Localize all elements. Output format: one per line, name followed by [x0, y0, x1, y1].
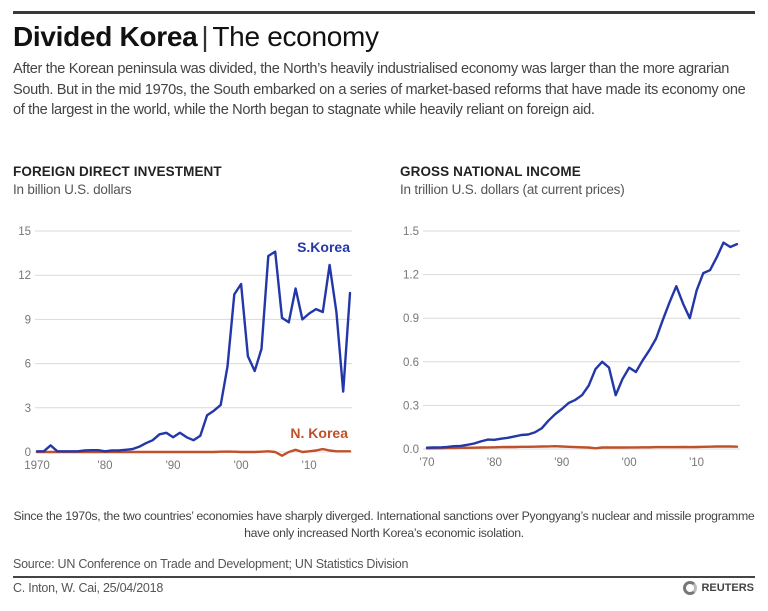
- fdi-chart-subtitle: In billion U.S. dollars: [13, 182, 132, 197]
- y-tick-label: 0.6: [403, 357, 419, 369]
- y-tick-label: 1.2: [403, 270, 419, 282]
- y-tick-label: 0.3: [403, 400, 419, 412]
- y-tick-label: 15: [18, 226, 31, 238]
- title-subtitle: The economy: [212, 21, 379, 52]
- intro-paragraph: After the Korean peninsula was divided, …: [13, 61, 746, 118]
- source-line: Source: UN Conference on Trade and Devel…: [13, 557, 409, 571]
- page-title: Divided Korea | The economy: [13, 20, 379, 54]
- y-tick-label: 3: [25, 403, 31, 415]
- x-tick-label: '80: [487, 457, 502, 469]
- north-korea-series-line: [35, 447, 352, 457]
- y-tick-label: 6: [25, 359, 31, 371]
- y-tick-label: 9: [25, 314, 31, 326]
- reuters-logo-icon: [683, 581, 698, 595]
- y-tick-label: 0.0: [403, 444, 419, 456]
- y-tick-label: 0.9: [403, 313, 419, 325]
- gni-chart: 0.0 0.3 0.6 0.9 1.2 1.5 '70 '80 '90 '00 '10: [403, 226, 740, 469]
- fdi-chart-title: FOREIGN DIRECT INVESTMENT: [13, 164, 222, 179]
- title-main: Divided Korea: [13, 21, 198, 52]
- fdi-chart: 0 3 6 9 12 15 1970 '80 '90 '00 '10 S.Korea N. Korea: [18, 226, 352, 472]
- x-tick-label: 1970: [24, 460, 50, 472]
- gni-chart-title: GROSS NATIONAL INCOME: [400, 164, 581, 179]
- y-tick-label: 0: [25, 447, 31, 459]
- north-korea-series-label: N. Korea: [290, 425, 348, 441]
- y-tick-label: 1.5: [403, 226, 419, 238]
- reuters-logo-text: REUTERS: [701, 582, 754, 594]
- x-tick-label: '10: [302, 460, 317, 472]
- bottom-rule: [13, 576, 755, 578]
- y-tick-label: 12: [18, 270, 31, 282]
- x-tick-label: '80: [98, 460, 113, 472]
- x-tick-label: '00: [622, 457, 637, 469]
- top-rule: [13, 11, 755, 14]
- x-tick-label: '90: [166, 460, 181, 472]
- south-korea-series-label: S.Korea: [297, 239, 350, 255]
- south-korea-series-line: [35, 250, 352, 453]
- footnote: Since the 1970s, the two countries’ econ…: [13, 509, 755, 540]
- title-separator: |: [201, 21, 209, 52]
- x-tick-label: '90: [554, 457, 569, 469]
- x-tick-label: '00: [234, 460, 249, 472]
- reuters-logo: REUTERS: [683, 581, 754, 595]
- x-tick-label: '10: [689, 457, 704, 469]
- credit-line: C. Inton, W. Cai, 25/04/2018: [13, 581, 164, 595]
- south-korea-series-line: [425, 241, 739, 449]
- x-tick-label: '70: [420, 457, 435, 469]
- gni-chart-subtitle: In trillion U.S. dollars (at current pri…: [400, 182, 625, 197]
- north-korea-series-line: [425, 445, 739, 450]
